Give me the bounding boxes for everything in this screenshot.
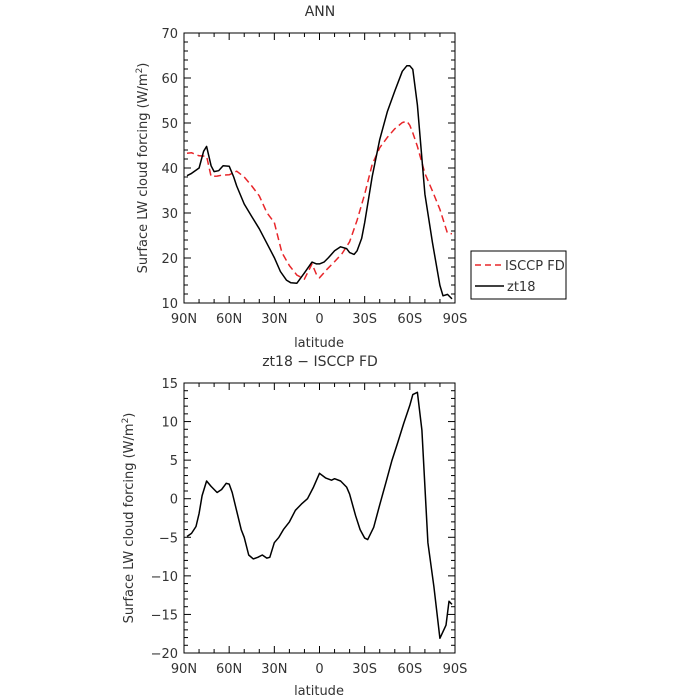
top-y-tick-label: 50: [161, 117, 178, 132]
top-x-tick-label: 90S: [443, 312, 468, 327]
top-x-tick-label: 90N: [171, 312, 197, 327]
legend-box: [470, 250, 567, 300]
top-y-tick-label: 40: [161, 162, 178, 177]
bottom-series-line-0: [186, 391, 453, 640]
top-x-tick-label: 30S: [352, 312, 377, 327]
top-y-tick-label: 20: [161, 252, 178, 267]
top-y-axis-label: Surface LW cloud forcing (W/m2): [135, 63, 151, 274]
bottom-plot-area: 90N 60N 30N 0 30S 60S 90S −20 −15 −10 −5 0 5 10 15: [151, 377, 468, 677]
bottom-y-tick-label: −15: [151, 608, 178, 623]
top-x-tick-label: 60N: [216, 312, 242, 327]
top-y-tick-label: 60: [161, 72, 178, 87]
bottom-x-tick-label: 0: [315, 662, 323, 677]
top-series-line-isccp-fd: [186, 120, 453, 280]
bottom-y-tick-label: 10: [161, 416, 178, 431]
bottom-y-tick-label: −10: [151, 570, 178, 585]
top-plot-area: 90N 60N 30N 0 30S 60S 90S 10 20 30 40 50 60 70: [161, 27, 467, 327]
top-y-tick-label: 70: [161, 27, 178, 42]
bottom-x-tick-label: 30S: [352, 662, 377, 677]
top-x-tick-label: 30N: [261, 312, 287, 327]
top-x-tick-label: 60S: [397, 312, 422, 327]
top-y-tick-label: 10: [161, 297, 178, 312]
top-panel: ANN 90N 60N 30N 0 30S 60S 90S 10 20 30 40 50 60 70 la…: [135, 4, 567, 351]
bottom-chart-title: zt18 − ISCCP FD: [262, 354, 378, 370]
bottom-plot-frame: [183, 382, 456, 654]
bottom-y-tick-label: −20: [151, 647, 178, 662]
bottom-x-tick-label: 90N: [171, 662, 197, 677]
top-series-line-zt18: [186, 65, 453, 300]
bottom-panel: zt18 − ISCCP FD 90N 60N 30N 0 30S 60S 90S −20 −1…: [121, 354, 467, 699]
legend-label-zt18: zt18: [507, 280, 535, 295]
bottom-x-tick-label: 60N: [216, 662, 242, 677]
bottom-y-tick-label: 0: [170, 493, 178, 508]
top-chart-title: ANN: [305, 4, 336, 20]
bottom-x-tick-label: 90S: [443, 662, 468, 677]
bottom-y-axis-label: Surface LW cloud forcing (W/m2): [121, 413, 137, 624]
bottom-x-axis-label: latitude: [294, 684, 344, 699]
legend-label-isccp-fd: ISCCP FD: [505, 259, 565, 274]
bottom-x-tick-label: 30N: [261, 662, 287, 677]
bottom-y-tick-label: −5: [159, 531, 178, 546]
legend: ISCCP FD zt18: [470, 250, 567, 300]
bottom-y-tick-label: 15: [161, 377, 178, 392]
top-x-axis-label: latitude: [294, 336, 344, 351]
bottom-x-tick-label: 60S: [397, 662, 422, 677]
top-plot-frame: [183, 32, 456, 304]
bottom-y-tick-label: 5: [170, 454, 178, 469]
top-x-tick-label: 0: [315, 312, 323, 327]
top-y-tick-label: 30: [161, 207, 178, 222]
